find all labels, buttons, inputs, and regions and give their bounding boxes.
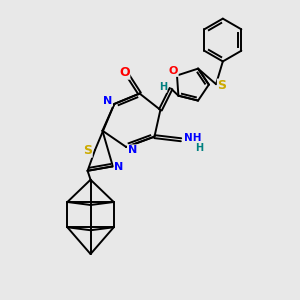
Text: H: H [159, 82, 167, 92]
Text: NH: NH [184, 133, 201, 143]
Text: O: O [169, 66, 178, 76]
Text: N: N [103, 96, 112, 106]
Text: N: N [128, 145, 137, 155]
Text: S: S [218, 79, 226, 92]
Text: S: S [83, 144, 92, 157]
Text: O: O [119, 66, 130, 79]
Text: H: H [195, 143, 203, 153]
Text: N: N [114, 162, 123, 172]
